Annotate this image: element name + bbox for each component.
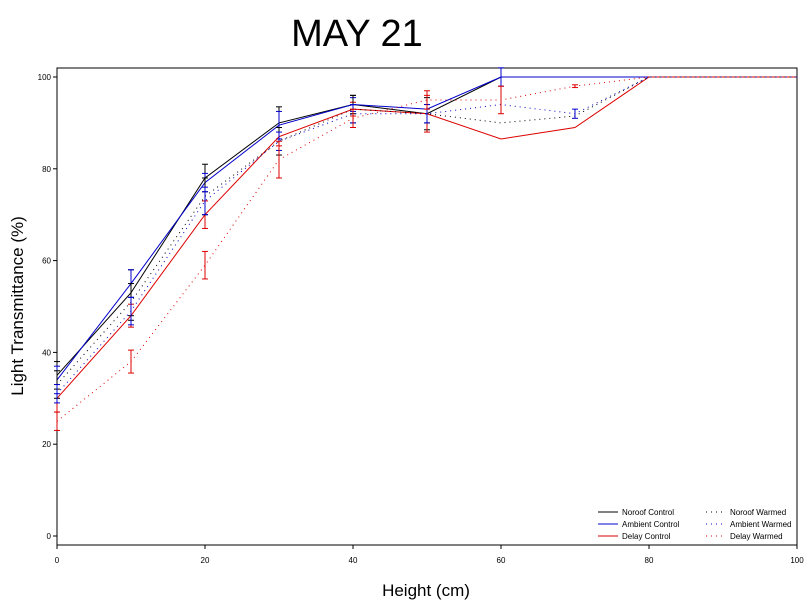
error-bar	[572, 84, 578, 89]
legend-label: Delay Control	[622, 532, 671, 541]
series-line-delay-warmed	[56, 76, 797, 422]
y-tick-label: 80	[42, 165, 51, 174]
x-axis-label: Height (cm)	[382, 581, 470, 600]
y-tick-label: 40	[42, 348, 51, 357]
plot-frame	[56, 67, 798, 546]
x-tick-label: 20	[201, 556, 210, 565]
x-tick-label: 40	[349, 556, 358, 565]
y-axis-label: Light Transmittance (%)	[8, 216, 27, 396]
error-bar	[498, 85, 504, 115]
error-bar	[276, 140, 282, 179]
error-bar	[424, 90, 430, 110]
x-tick-label: 80	[645, 556, 654, 565]
plot-area: 0 20 40 60 80 100 0 20 40 60 80 100	[38, 67, 804, 565]
error-bar	[128, 349, 134, 374]
error-bar	[572, 108, 578, 119]
legend: Noroof Control Ambient Control Delay Contr…	[598, 508, 792, 541]
legend-label: Noroof Warmed	[730, 508, 786, 517]
y-tick-label: 100	[38, 73, 52, 82]
error-bar	[350, 108, 356, 128]
error-bar	[54, 411, 60, 431]
legend-label: Ambient Warmed	[730, 520, 792, 529]
y-tick-label: 0	[47, 532, 52, 541]
error-bar	[202, 250, 208, 280]
x-tick-label: 0	[55, 556, 60, 565]
legend-label: Noroof Control	[622, 508, 674, 517]
y-tick-label: 20	[42, 440, 51, 449]
x-tick-label: 100	[790, 556, 804, 565]
error-bar	[54, 384, 60, 404]
chart-title: MAY 21	[291, 13, 423, 55]
y-tick-label: 60	[42, 257, 51, 266]
legend-label: Delay Warmed	[730, 532, 783, 541]
error-bar	[128, 296, 134, 326]
x-tick-label: 60	[497, 556, 506, 565]
error-bar	[202, 186, 208, 216]
legend-label: Ambient Control	[622, 520, 680, 529]
